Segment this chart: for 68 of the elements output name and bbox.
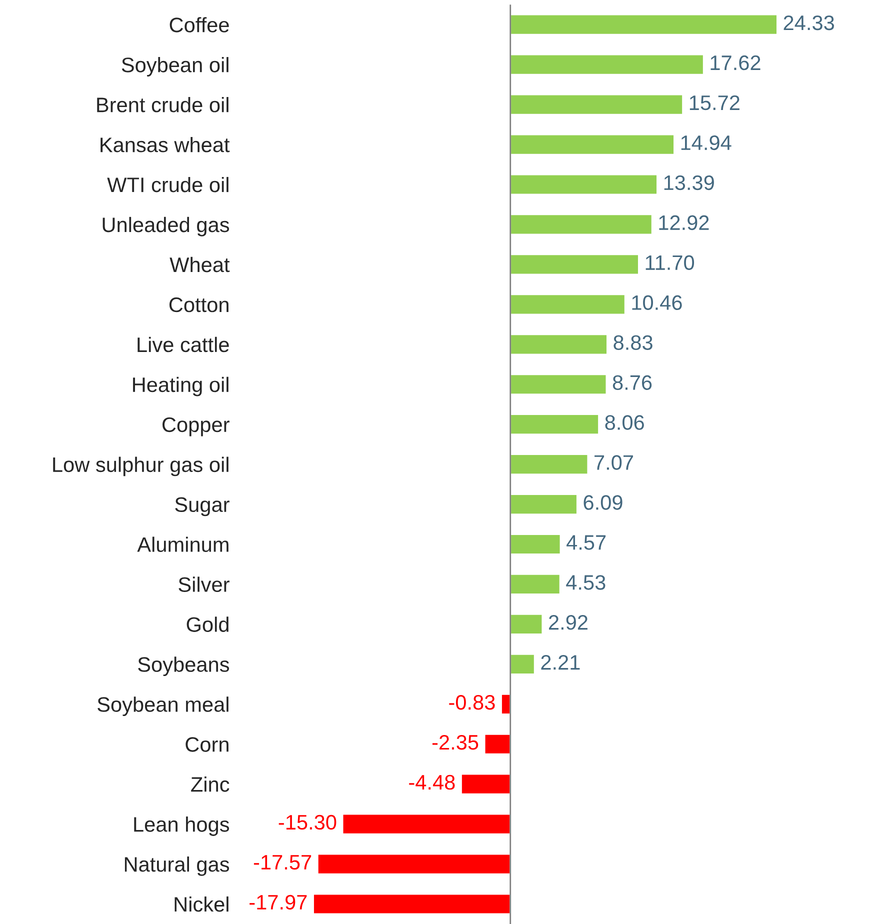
data-label: 24.33: [784, 15, 834, 30]
bar: [510, 653, 536, 675]
bar: [510, 254, 640, 276]
bar: [316, 853, 512, 875]
data-label: 8.06: [605, 415, 644, 430]
bar: [510, 174, 658, 196]
y-tick-label: Unleaded gas: [102, 216, 230, 236]
data-label: 6.09: [584, 495, 622, 510]
bar: [510, 334, 608, 356]
bar: [484, 733, 512, 755]
data-label: -17.97: [250, 894, 307, 910]
y-tick-label: Low sulphur gas oil: [53, 456, 228, 476]
data-label: 8.83: [614, 335, 652, 350]
data-label: -2.35: [432, 734, 478, 750]
y-tick-label: Brent crude oil: [97, 97, 228, 112]
data-label: 2.92: [549, 615, 588, 630]
data-label: -17.57: [254, 855, 312, 870]
data-label: 2.21: [541, 655, 580, 670]
y-tick-label: Coffee: [170, 17, 229, 32]
bar: [510, 374, 608, 396]
bar: [510, 134, 675, 156]
bar: [460, 773, 512, 795]
data-label: 10.46: [632, 295, 682, 310]
data-label: -4.48: [409, 774, 455, 790]
bar: [312, 893, 512, 915]
bar: [510, 614, 544, 635]
bar: [510, 214, 653, 236]
y-tick-label: Soybeans: [138, 656, 230, 676]
y-tick-label: Silver: [178, 576, 230, 592]
data-label: 11.70: [646, 255, 694, 270]
y-tick-label: Sugar: [175, 497, 230, 516]
y-tick-label: Aluminum: [137, 536, 228, 552]
bar: [510, 574, 561, 595]
y-tick-label: Nickel: [174, 896, 228, 912]
bar: [510, 54, 704, 76]
data-label: 13.39: [664, 175, 714, 190]
y-tick-label: Gold: [186, 616, 228, 632]
y-tick-label: Live cattle: [138, 336, 229, 352]
bar: [510, 494, 578, 515]
data-label: 8.76: [612, 375, 652, 390]
bar: [510, 14, 778, 36]
y-tick-label: Soybean oil: [122, 57, 228, 76]
y-tick-label: WTI crude oil: [107, 176, 228, 192]
bar: [510, 294, 626, 316]
y-tick-label: Lean hogs: [134, 816, 230, 836]
bar: [510, 414, 600, 436]
y-tick-label: Copper: [162, 417, 230, 436]
y-tick-label: Zinc: [191, 776, 230, 792]
data-label: 4.53: [566, 575, 606, 590]
y-tick-label: Soybean meal: [98, 696, 228, 716]
y-tick-label: Kansas wheat: [100, 136, 230, 152]
y-tick-label: Wheat: [170, 256, 230, 272]
y-tick-label: Heating oil: [133, 376, 228, 396]
bar: [510, 534, 562, 555]
y-tick-label: Cotton: [169, 297, 228, 312]
bar: [510, 94, 684, 116]
data-label: 12.92: [659, 215, 709, 230]
data-label: 4.57: [566, 535, 606, 550]
bar: [342, 813, 512, 835]
data-label: 7.07: [594, 455, 633, 470]
y-tick-label: Corn: [186, 737, 228, 752]
data-label: 15.72: [690, 95, 740, 110]
data-label: 17.62: [710, 55, 760, 70]
data-label: -15.30: [278, 814, 336, 830]
bar: [510, 454, 589, 475]
data-label: 14.94: [681, 135, 732, 150]
y-tick-label: Natural gas: [124, 856, 230, 876]
data-label: -0.83: [449, 694, 495, 710]
